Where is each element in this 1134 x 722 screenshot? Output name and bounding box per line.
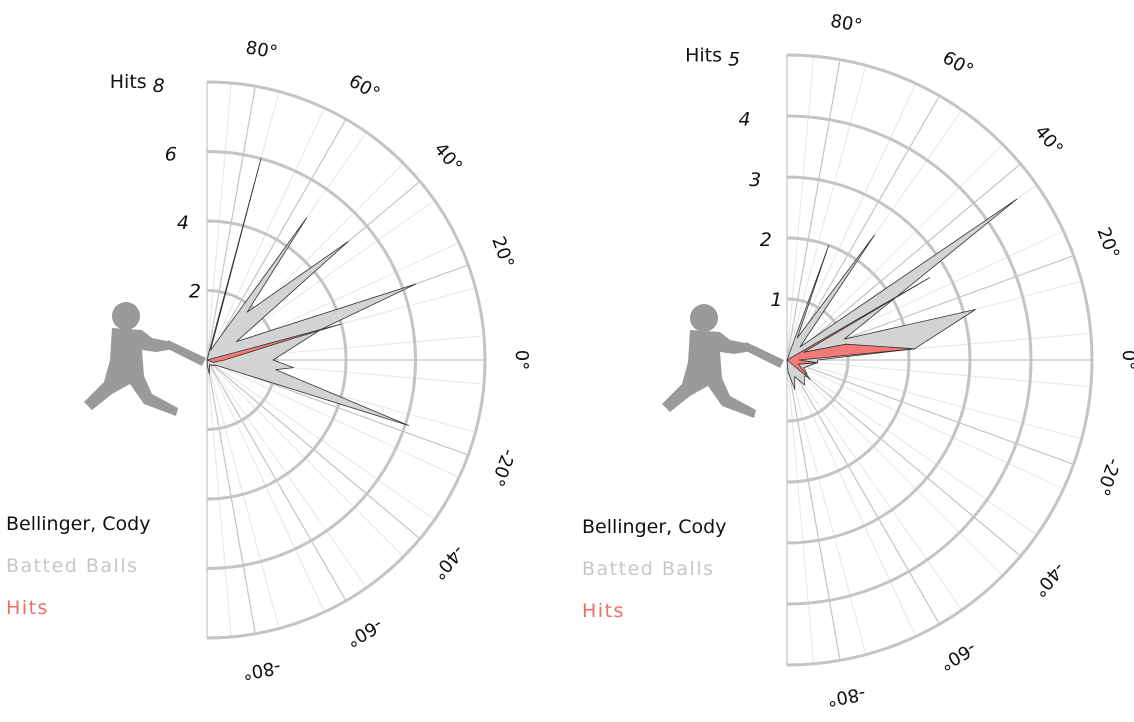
angle-spoke xyxy=(786,359,941,625)
angle-tick-label: 0° xyxy=(511,350,532,370)
legend-player: Bellinger, Cody xyxy=(582,516,727,538)
radial-tick-label: 4 xyxy=(739,109,751,131)
radial-axis-title: Hits xyxy=(110,71,147,93)
angle-tick-label: -20° xyxy=(486,446,519,489)
legend-batted-balls: Batted Balls xyxy=(6,555,139,577)
radial-ring xyxy=(786,236,911,484)
angle-tick-label: 40° xyxy=(1030,122,1067,160)
polar-chart-2: 1 2 3 4 5 Hits 80° 60° 40° 20° 0° -20° -40° -60° -80° xyxy=(662,11,1134,710)
minor-spoke xyxy=(786,56,815,361)
radial-ring xyxy=(206,80,487,640)
angle-tick-label: -40° xyxy=(427,541,468,584)
angle-tick-label: -80° xyxy=(826,683,867,710)
minor-spoke xyxy=(786,359,963,611)
batted-balls-area xyxy=(206,158,417,426)
minor-spoke xyxy=(786,359,1091,388)
radial-ring xyxy=(206,289,278,431)
angle-tick-label: 60° xyxy=(939,47,977,81)
angle-tick-label: -40° xyxy=(1028,558,1069,601)
minor-spoke xyxy=(786,83,917,361)
angle-spoke xyxy=(786,95,941,361)
angle-tick-label: -60° xyxy=(936,637,980,674)
bat xyxy=(744,342,784,368)
angle-spoke xyxy=(786,359,1021,557)
batted-balls-area xyxy=(786,198,1018,390)
angle-spoke xyxy=(786,59,841,361)
radial-ring xyxy=(786,175,972,545)
radial-tick-label: 1 xyxy=(770,289,782,311)
angle-tick-label: -80° xyxy=(241,656,282,683)
bat xyxy=(166,340,206,366)
hits-area xyxy=(206,323,342,363)
angle-tick-label: -60° xyxy=(342,614,386,651)
radial-tick-label: 2 xyxy=(189,281,201,303)
angle-tick-label: -20° xyxy=(1091,455,1124,498)
radial-tick-label: 8 xyxy=(153,75,165,97)
angle-tick-label: 0° xyxy=(1118,350,1134,370)
angle-spoke xyxy=(786,359,841,661)
batter-silhouette-icon xyxy=(84,302,206,416)
angle-tick-label: 80° xyxy=(244,37,279,63)
radial-tick-label: 5 xyxy=(728,49,740,71)
batter-body xyxy=(84,328,180,416)
minor-spoke xyxy=(786,359,1038,536)
legend-player: Bellinger, Cody xyxy=(6,513,151,535)
polar-chart-1: 2 4 6 8 Hits 80° 60° 40° 20° 0° -20° -40° -60° -80° xyxy=(84,37,532,683)
angle-tick-label: 20° xyxy=(487,234,518,271)
minor-spoke xyxy=(786,359,1082,440)
batter-body xyxy=(662,330,758,418)
legend-right: Bellinger, Cody Batted Balls Hits xyxy=(582,506,726,632)
radial-ring xyxy=(786,297,850,423)
angle-spoke xyxy=(786,359,1074,465)
legend-hits: Hits xyxy=(6,597,49,619)
radial-ring xyxy=(206,219,348,501)
angle-tick-label: 20° xyxy=(1093,225,1124,262)
legend-hits: Hits xyxy=(582,600,625,622)
radial-tick-label: 2 xyxy=(760,229,772,251)
angle-tick-label: 40° xyxy=(430,139,467,177)
radial-axis-title: Hits xyxy=(685,45,722,67)
batter-head xyxy=(690,304,718,332)
radial-tick-label: 6 xyxy=(165,144,177,166)
minor-spoke xyxy=(786,143,1004,361)
radial-ring xyxy=(786,53,1094,667)
legend-batted-balls: Batted Balls xyxy=(582,558,715,580)
angle-tick-label: 80° xyxy=(829,11,864,37)
radial-tick-label: 4 xyxy=(177,212,189,234)
minor-spoke xyxy=(786,359,815,664)
legend-left: Bellinger, Cody Batted Balls Hits xyxy=(6,503,150,629)
minor-spoke xyxy=(786,359,1004,577)
minor-spoke xyxy=(786,359,1064,490)
minor-spoke xyxy=(786,65,867,361)
radial-tick-label: 3 xyxy=(749,169,761,191)
batter-head xyxy=(112,302,140,330)
angle-tick-label: 60° xyxy=(345,71,383,105)
minor-spoke xyxy=(786,359,867,655)
minor-spoke xyxy=(786,359,917,637)
angle-spoke xyxy=(786,163,1021,361)
hits-area xyxy=(786,277,930,381)
radial-ring xyxy=(786,114,1033,606)
batter-silhouette-icon xyxy=(662,304,784,418)
radial-ring xyxy=(206,150,417,570)
